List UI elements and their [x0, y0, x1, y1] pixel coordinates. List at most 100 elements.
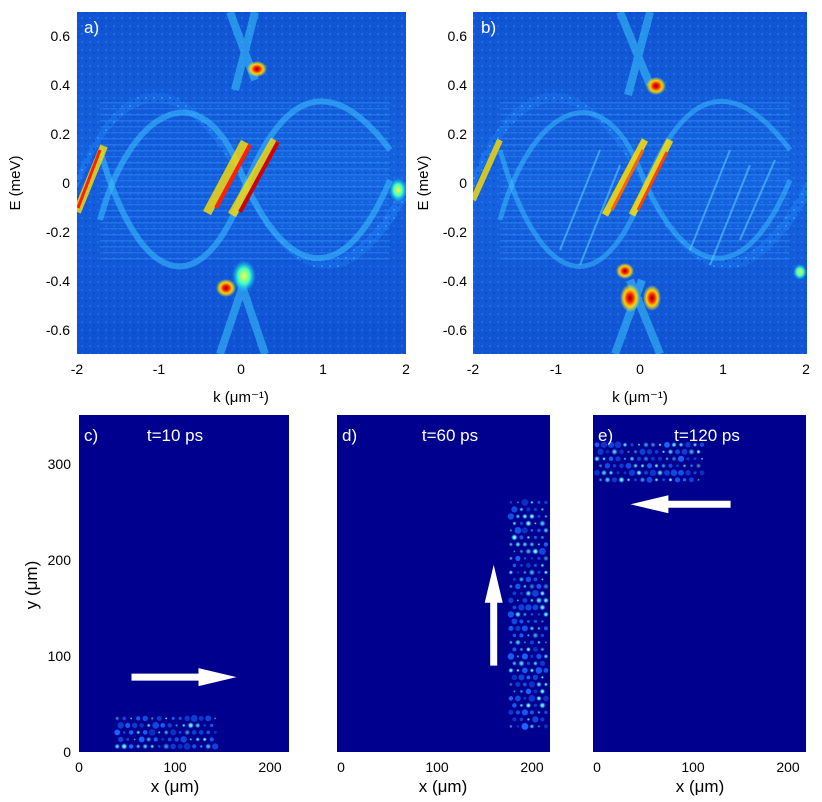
- wavepacket-dot: [536, 583, 542, 589]
- wavepacket-dot: [508, 667, 514, 674]
- wavepacket-dot: [512, 703, 517, 708]
- panel-d-label: d): [342, 426, 357, 445]
- wavepacket-dot: [536, 653, 542, 660]
- wavepacket-dot: [209, 737, 214, 742]
- wavepacket-dot: [525, 562, 531, 568]
- wavepacket-dot: [539, 660, 546, 667]
- wavepacket-dot: [646, 463, 653, 469]
- wavepacket-dot: [540, 619, 545, 624]
- wavepacket-dot: [203, 724, 206, 727]
- panel-c-y-ticks: 0 100 200 300: [48, 456, 72, 760]
- wavepacket-dot: [543, 724, 548, 729]
- panel-c-background: [79, 415, 289, 752]
- wavepacket-dot: [629, 456, 635, 462]
- wavepacket-dot: [160, 723, 166, 728]
- wavepacket-dot: [142, 743, 149, 750]
- wavepacket-dot: [600, 469, 608, 477]
- wavepacket-dot: [512, 521, 517, 526]
- panel-d-background: [337, 415, 550, 752]
- wavepacket-dot: [532, 632, 539, 639]
- wavepacket-dot: [544, 500, 548, 505]
- wavepacket-dot: [132, 722, 138, 729]
- wavepacket-dot: [625, 462, 632, 469]
- panel-b-ytick: -0.4: [443, 273, 467, 289]
- wavepacket-dot: [157, 730, 161, 734]
- wavepacket-dot: [654, 463, 659, 469]
- panel-a-xtick: -1: [153, 361, 166, 377]
- wavepacket-dot: [128, 730, 134, 735]
- wavepacket-dot: [515, 681, 521, 687]
- wavepacket-dot: [611, 448, 618, 456]
- panel-a-ytick: 0.2: [51, 126, 71, 142]
- wavepacket-dot: [515, 625, 521, 632]
- panel-a-xtick: -2: [71, 361, 84, 377]
- wavepacket-dot: [526, 661, 531, 666]
- wavepacket-dot: [532, 646, 538, 652]
- wavepacket-dot: [650, 441, 656, 448]
- wavepacket-dot: [543, 653, 549, 660]
- wavepacket-dot: [142, 730, 148, 735]
- wavepacket-dot: [646, 449, 653, 455]
- wavepacket-dot: [597, 448, 604, 455]
- wavepacket-dot: [149, 744, 155, 749]
- panel-a-ytick: 0.6: [51, 28, 71, 44]
- wavepacket-dot: [662, 478, 665, 482]
- wavepacket-dot: [190, 714, 198, 722]
- wavepacket-dot: [543, 695, 549, 702]
- wavepacket-dot: [656, 469, 664, 477]
- panel-c-ytick: 0: [63, 744, 71, 760]
- wavepacket-dot: [511, 660, 518, 667]
- wavepacket-dot: [522, 541, 528, 548]
- wavepacket-dot: [512, 633, 517, 638]
- wavepacket-dot: [670, 469, 678, 477]
- wavepacket-dot: [511, 618, 518, 625]
- wavepacket-dot: [508, 709, 514, 715]
- panel-a-xtick: 2: [402, 361, 410, 377]
- wavepacket-dot: [531, 589, 539, 597]
- wavepacket-dot: [544, 640, 548, 644]
- wavepacket-dot: [516, 654, 520, 659]
- wavepacket-dot: [537, 542, 541, 546]
- panel-b-ytick: 0.2: [448, 126, 468, 142]
- wavepacket-dot: [539, 688, 546, 695]
- panel-c-xlabel: x (μm): [151, 777, 200, 796]
- wavepacket-dot: [688, 448, 695, 456]
- wavepacket-dot: [537, 500, 541, 504]
- wavepacket-dot: [542, 583, 550, 590]
- wavepacket-dot: [542, 611, 549, 618]
- panel-d-title: t=60 ps: [422, 426, 478, 445]
- panel-e: e) t=120 ps: [593, 415, 806, 752]
- wavepacket-dot: [521, 722, 529, 730]
- wavepacket-dot: [675, 449, 680, 455]
- wavepacket-dot: [522, 667, 528, 674]
- panel-d-arrow: [484, 564, 503, 666]
- wavepacket-dot: [515, 710, 520, 715]
- wavepacket-dot: [530, 529, 534, 532]
- wavepacket-dot: [212, 743, 219, 750]
- wavepacket-dot: [184, 715, 190, 722]
- wavepacket-dot: [519, 633, 524, 638]
- wavepacket-dot: [640, 463, 645, 468]
- panel-b: b): [473, 12, 807, 354]
- wavepacket-dot: [507, 611, 515, 618]
- wavepacket-dot: [125, 722, 131, 728]
- wavepacket-dot: [514, 541, 521, 548]
- wavepacket-dot: [533, 619, 538, 624]
- wavepacket-dot: [514, 527, 522, 534]
- wavepacket-dot: [195, 737, 201, 742]
- wavepacket-dot: [696, 449, 701, 455]
- wavepacket-dot: [544, 710, 548, 715]
- panel-a-ytick: 0: [62, 175, 70, 191]
- wavepacket-dot: [114, 743, 121, 750]
- wavepacket-dot: [516, 571, 520, 574]
- wavepacket-dot: [519, 507, 524, 512]
- wavepacket-dot: [661, 450, 666, 454]
- panel-a-x-ticks: -2 -1 0 1 2: [71, 361, 410, 377]
- wavepacket-dot: [667, 448, 674, 455]
- wavepacket-dot: [519, 689, 524, 694]
- wavepacket-dot: [167, 737, 172, 742]
- wavepacket-dot: [133, 738, 136, 741]
- wavepacket-dot: [526, 535, 531, 540]
- wavepacket-dot: [533, 535, 537, 539]
- wavepacket-dot: [519, 521, 524, 526]
